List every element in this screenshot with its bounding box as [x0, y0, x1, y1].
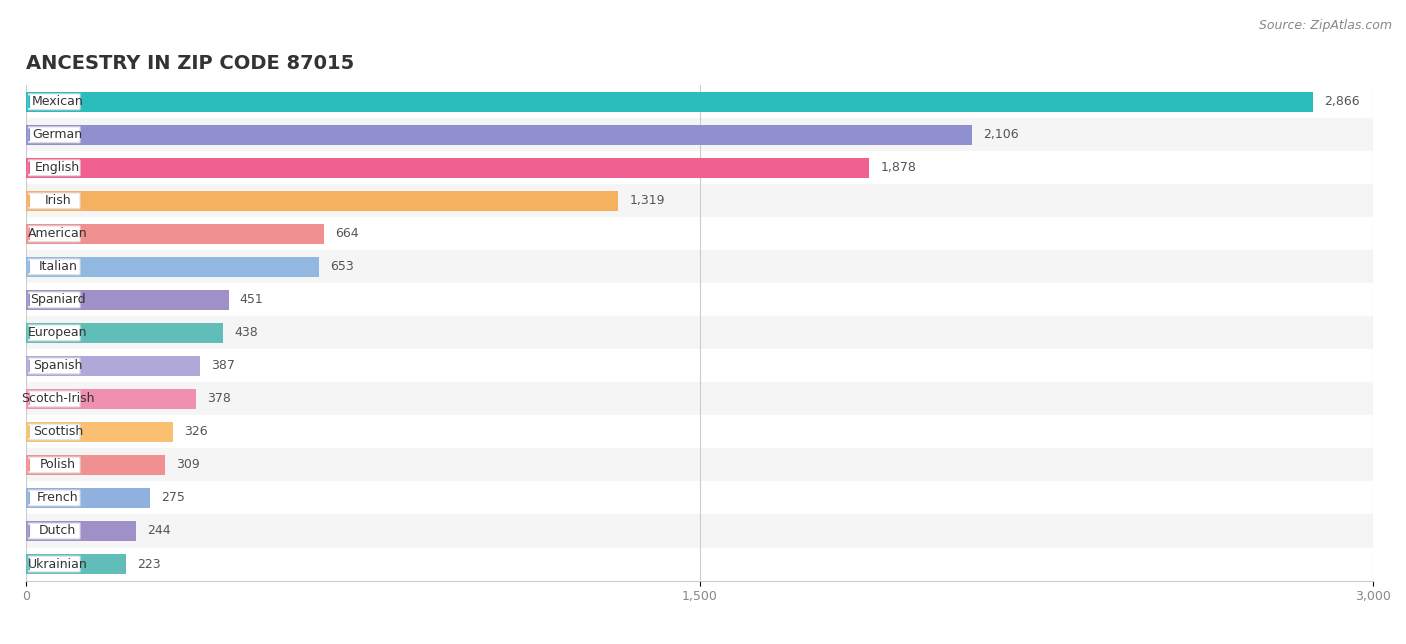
Text: Spanish: Spanish: [34, 359, 83, 372]
Text: 664: 664: [336, 227, 359, 240]
FancyBboxPatch shape: [28, 127, 80, 143]
Bar: [27, 316, 1374, 350]
Bar: [27, 415, 1374, 448]
Bar: [27, 118, 1374, 151]
Bar: [27, 554, 127, 574]
Bar: [27, 218, 1374, 251]
FancyBboxPatch shape: [28, 391, 80, 407]
FancyBboxPatch shape: [28, 226, 80, 242]
Text: English: English: [35, 162, 80, 175]
Text: 326: 326: [184, 426, 207, 439]
FancyBboxPatch shape: [28, 424, 80, 440]
Bar: [27, 482, 1374, 515]
FancyBboxPatch shape: [28, 94, 80, 109]
FancyBboxPatch shape: [28, 160, 80, 176]
FancyBboxPatch shape: [28, 325, 80, 341]
Bar: [27, 383, 1374, 415]
Text: 309: 309: [176, 459, 200, 471]
Text: 244: 244: [146, 524, 170, 538]
Text: 438: 438: [233, 327, 257, 339]
Bar: [27, 223, 325, 244]
Bar: [27, 521, 136, 541]
Bar: [27, 158, 869, 178]
Text: ANCESTRY IN ZIP CODE 87015: ANCESTRY IN ZIP CODE 87015: [27, 53, 354, 73]
FancyBboxPatch shape: [28, 523, 80, 539]
Text: European: European: [28, 327, 87, 339]
Text: Mexican: Mexican: [32, 95, 84, 108]
Bar: [27, 191, 619, 211]
Text: 387: 387: [211, 359, 235, 372]
Text: 223: 223: [138, 558, 162, 571]
Text: German: German: [32, 128, 83, 141]
FancyBboxPatch shape: [28, 259, 80, 275]
Bar: [27, 547, 1374, 580]
Text: 378: 378: [207, 392, 231, 406]
FancyBboxPatch shape: [28, 490, 80, 506]
Bar: [27, 124, 972, 145]
Bar: [27, 91, 1313, 112]
Bar: [27, 290, 229, 310]
Bar: [27, 488, 149, 508]
Text: 451: 451: [240, 294, 263, 307]
FancyBboxPatch shape: [28, 457, 80, 473]
Bar: [27, 448, 1374, 482]
Text: Spaniard: Spaniard: [30, 294, 86, 307]
Bar: [27, 422, 173, 442]
Bar: [27, 85, 1374, 118]
Text: American: American: [28, 227, 87, 240]
Bar: [27, 251, 1374, 283]
Text: Polish: Polish: [39, 459, 76, 471]
Text: Scotch-Irish: Scotch-Irish: [21, 392, 94, 406]
Text: 1,878: 1,878: [880, 162, 917, 175]
Text: 1,319: 1,319: [630, 194, 665, 207]
Bar: [27, 350, 1374, 383]
Text: 275: 275: [160, 491, 184, 504]
Bar: [27, 323, 222, 343]
Bar: [27, 389, 195, 409]
FancyBboxPatch shape: [28, 556, 80, 572]
FancyBboxPatch shape: [28, 193, 80, 209]
Text: Dutch: Dutch: [39, 524, 76, 538]
Text: Italian: Italian: [38, 260, 77, 274]
Bar: [27, 283, 1374, 316]
Bar: [27, 455, 165, 475]
Bar: [27, 355, 200, 376]
Text: 2,106: 2,106: [983, 128, 1018, 141]
FancyBboxPatch shape: [28, 358, 80, 374]
Text: 653: 653: [330, 260, 354, 274]
Bar: [27, 184, 1374, 218]
Bar: [27, 257, 319, 277]
FancyBboxPatch shape: [28, 292, 80, 308]
Text: Irish: Irish: [45, 194, 72, 207]
Bar: [27, 151, 1374, 184]
Text: Scottish: Scottish: [32, 426, 83, 439]
Text: Source: ZipAtlas.com: Source: ZipAtlas.com: [1258, 19, 1392, 32]
Bar: [27, 515, 1374, 547]
Text: 2,866: 2,866: [1324, 95, 1360, 108]
Text: Ukrainian: Ukrainian: [28, 558, 87, 571]
Text: French: French: [37, 491, 79, 504]
